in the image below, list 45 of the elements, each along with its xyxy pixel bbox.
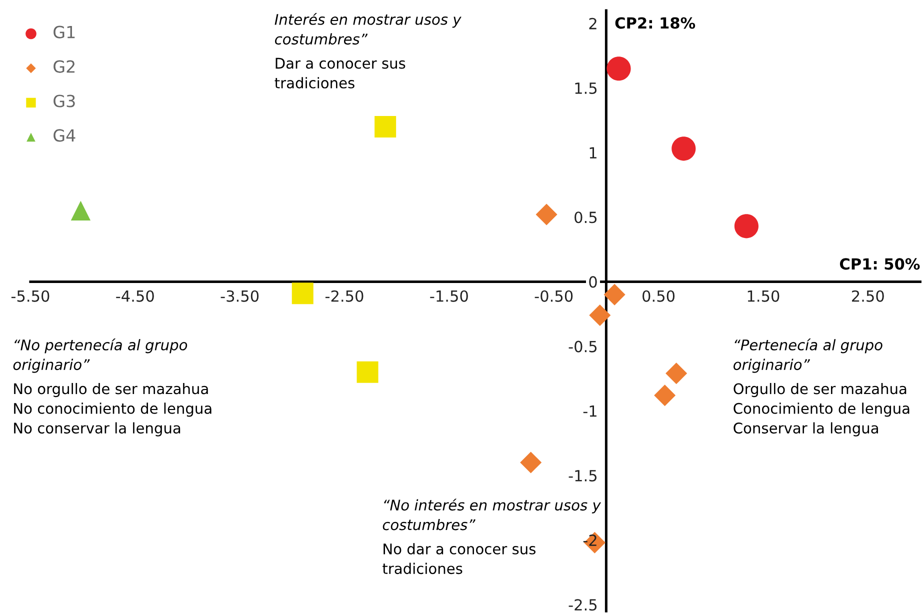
x-tick-label: 0.50 — [642, 290, 675, 302]
point — [734, 214, 758, 238]
y-tick-label: -2.5 — [568, 599, 597, 611]
y-tick-label: -1.5 — [568, 470, 597, 482]
y-tick-label: -0.5 — [568, 340, 597, 352]
annotation: Interés en mostrar usos y costumbres” — [274, 13, 462, 45]
legend-label: G2 — [54, 60, 74, 73]
point — [70, 200, 91, 220]
legend-label: G1 — [54, 26, 75, 38]
annotation: “Pertenecía al grupo originario” — [734, 338, 882, 373]
legend-label: G3 — [54, 94, 75, 108]
point — [666, 362, 688, 384]
y-tick-label: 0.5 — [574, 212, 597, 224]
y-axis-title: CP2: 18% — [615, 17, 696, 29]
legend-label: G4 — [54, 129, 76, 142]
annotation: No dar a conocer sus tradiciones — [382, 543, 536, 574]
annotation: No orgullo de ser mazahua No conocimiento de lengua No conservar la lengua — [14, 382, 212, 436]
point — [654, 384, 676, 406]
annotation: Orgullo de ser mazahua Conocimiento de lengua Conservar la lengua — [734, 382, 910, 436]
point — [606, 56, 631, 81]
x-tick-label: -2.50 — [325, 290, 364, 302]
point — [356, 361, 378, 383]
x-tick-label: -4.50 — [116, 290, 154, 302]
annotation: “No pertenecía al grupo originario” — [13, 338, 188, 373]
x-tick-label: -5.50 — [11, 290, 50, 302]
x-tick-label: -3.50 — [220, 290, 259, 302]
x-tick-label: 2.50 — [852, 290, 884, 302]
point — [604, 284, 626, 306]
x-tick-label: -0.50 — [534, 290, 573, 302]
annotation: Dar a conocer sus tradiciones — [274, 58, 406, 88]
y-tick-label: 0 — [589, 276, 597, 288]
x-axis-title: CP1: 50% — [840, 258, 920, 270]
point — [589, 304, 611, 326]
y-tick-label: 2 — [589, 18, 596, 30]
point — [536, 204, 558, 226]
annotation: “No interés en mostrar usos y costumbres” — [382, 498, 602, 530]
y-tick-label: 1.5 — [575, 82, 597, 94]
point — [672, 136, 696, 161]
point — [520, 452, 542, 474]
x-tick-label: 1.50 — [748, 290, 780, 302]
y-tick-label: 1 — [590, 147, 596, 158]
point — [292, 282, 314, 304]
point — [374, 116, 396, 138]
y-tick-label: -1 — [583, 406, 596, 417]
x-tick-label: -1.50 — [430, 290, 468, 302]
